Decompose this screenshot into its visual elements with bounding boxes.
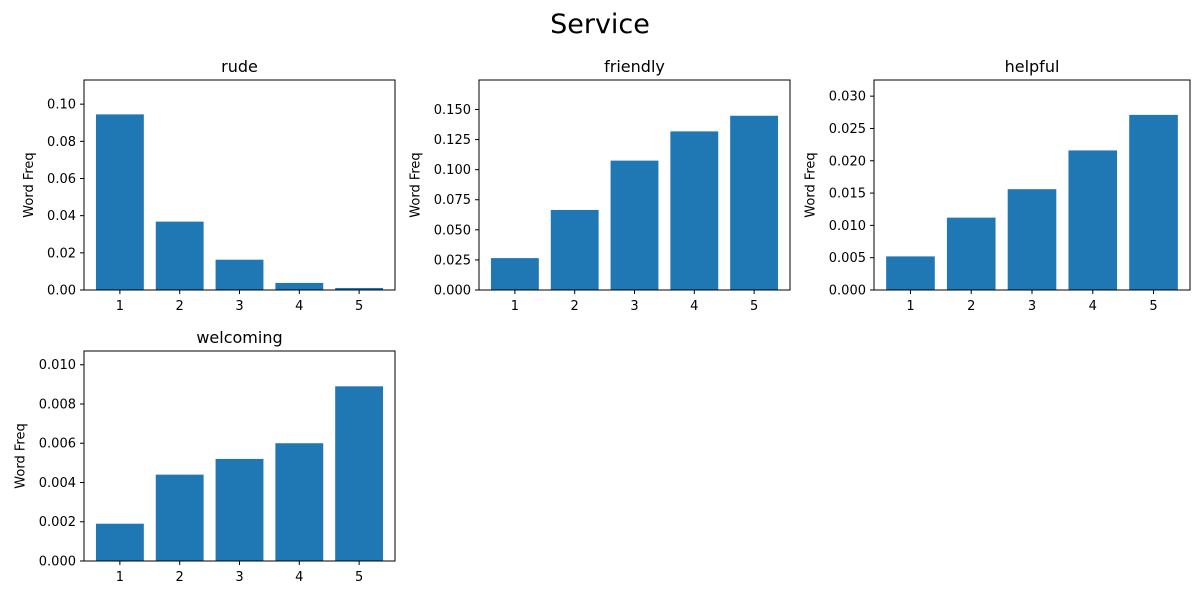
x-tick-label-rude-2: 2: [176, 299, 184, 314]
y-tick-label-rude-5: 0.10: [47, 98, 76, 113]
bar-rude-5: [335, 287, 384, 290]
y-tick-label-helpful-1: 0.005: [829, 251, 866, 266]
x-tick-label-helpful-4: 4: [1089, 299, 1097, 314]
y-tick-label-friendly-3: 0.075: [434, 193, 471, 208]
y-tick-label-welcoming-4: 0.008: [39, 397, 76, 412]
y-tick-label-helpful-5: 0.025: [829, 122, 866, 137]
x-tick-label-friendly-2: 2: [571, 299, 579, 314]
y-axis-label-helpful: Word Freq: [804, 152, 819, 217]
panel-title-helpful: helpful: [1005, 57, 1060, 76]
x-tick-label-welcoming-3: 3: [235, 570, 243, 585]
y-tick-label-helpful-3: 0.015: [829, 187, 866, 202]
y-axis-label-welcoming: Word Freq: [14, 423, 29, 488]
bar-helpful-4: [1068, 150, 1118, 290]
bar-friendly-1: [490, 258, 539, 290]
x-tick-label-welcoming-5: 5: [355, 570, 363, 585]
x-tick-label-helpful-3: 3: [1028, 299, 1036, 314]
y-tick-label-helpful-0: 0.000: [829, 284, 866, 299]
x-tick-label-friendly-4: 4: [690, 299, 698, 314]
panel-title-friendly: friendly: [604, 57, 665, 76]
bar-helpful-2: [946, 217, 996, 290]
x-tick-label-helpful-2: 2: [967, 299, 975, 314]
y-tick-label-rude-2: 0.04: [47, 209, 76, 224]
y-tick-label-rude-1: 0.02: [47, 246, 76, 261]
y-tick-label-rude-4: 0.08: [47, 135, 76, 150]
bar-welcoming-1: [95, 523, 144, 561]
y-tick-label-helpful-2: 0.010: [829, 219, 866, 234]
x-tick-label-friendly-3: 3: [630, 299, 638, 314]
bar-rude-1: [95, 114, 144, 290]
y-tick-label-welcoming-2: 0.004: [39, 476, 76, 491]
x-tick-label-welcoming-1: 1: [116, 570, 124, 585]
bar-friendly-5: [730, 115, 779, 291]
bar-welcoming-3: [215, 458, 264, 561]
y-tick-label-welcoming-1: 0.002: [39, 515, 76, 530]
y-tick-label-friendly-6: 0.150: [434, 103, 471, 118]
y-axis-label-friendly: Word Freq: [409, 152, 424, 217]
y-tick-label-helpful-6: 0.030: [829, 90, 866, 105]
chart-panel-welcoming: welcoming 1 2 3 4 5 0.000 0.002 0.004 0.006 0.008 0…: [14, 328, 396, 585]
y-tick-label-friendly-5: 0.125: [434, 133, 471, 148]
bar-welcoming-4: [275, 443, 324, 561]
x-tick-label-welcoming-2: 2: [176, 570, 184, 585]
x-tick-label-rude-4: 4: [295, 299, 303, 314]
x-tick-label-rude-5: 5: [355, 299, 363, 314]
y-tick-label-rude-0: 0.00: [47, 284, 76, 299]
x-tick-label-helpful-1: 1: [906, 299, 914, 314]
bar-helpful-3: [1007, 189, 1057, 290]
y-tick-label-friendly-0: 0.000: [434, 284, 471, 299]
y-tick-label-friendly-2: 0.050: [434, 223, 471, 238]
x-tick-label-rude-3: 3: [235, 299, 243, 314]
bar-rude-3: [215, 259, 264, 290]
y-tick-label-welcoming-5: 0.010: [39, 358, 76, 373]
x-tick-label-welcoming-4: 4: [295, 570, 303, 585]
y-tick-label-friendly-1: 0.025: [434, 253, 471, 268]
bar-friendly-2: [550, 209, 599, 290]
y-tick-label-friendly-4: 0.100: [434, 163, 471, 178]
bar-friendly-3: [610, 160, 659, 290]
y-axis-label-rude: Word Freq: [22, 152, 37, 217]
x-tick-label-friendly-5: 5: [750, 299, 758, 314]
bar-welcoming-2: [155, 474, 204, 561]
bar-welcoming-5: [335, 386, 384, 561]
panel-title-welcoming: welcoming: [196, 328, 282, 347]
y-tick-label-welcoming-0: 0.000: [39, 555, 76, 570]
bar-helpful-1: [886, 256, 935, 290]
x-tick-label-helpful-5: 5: [1149, 299, 1157, 314]
x-tick-label-rude-1: 1: [116, 299, 124, 314]
y-tick-label-welcoming-3: 0.006: [39, 437, 76, 452]
y-tick-label-helpful-4: 0.020: [829, 154, 866, 169]
y-tick-label-rude-3: 0.06: [47, 172, 76, 187]
bar-rude-4: [275, 282, 324, 290]
bar-helpful-5: [1129, 114, 1178, 290]
chart-panel-friendly: friendly 1 2 3 4 5 0.000 0.025 0.050 0.075 0.100 0.…: [409, 57, 791, 314]
figure-title: Service: [550, 9, 650, 40]
chart-panel-helpful: helpful 1 2 3 4 5 0.000 0.005 0.010 0.015 0.020 0.0…: [804, 57, 1191, 314]
panel-title-rude: rude: [221, 57, 258, 76]
x-tick-label-friendly-1: 1: [511, 299, 519, 314]
bar-friendly-4: [670, 131, 719, 290]
chart-panel-rude: rude 1 2 3 4 5 0.00 0.02 0.04 0.06 0.08 0.10 Word Fr…: [22, 57, 396, 314]
bar-rude-2: [155, 221, 204, 290]
